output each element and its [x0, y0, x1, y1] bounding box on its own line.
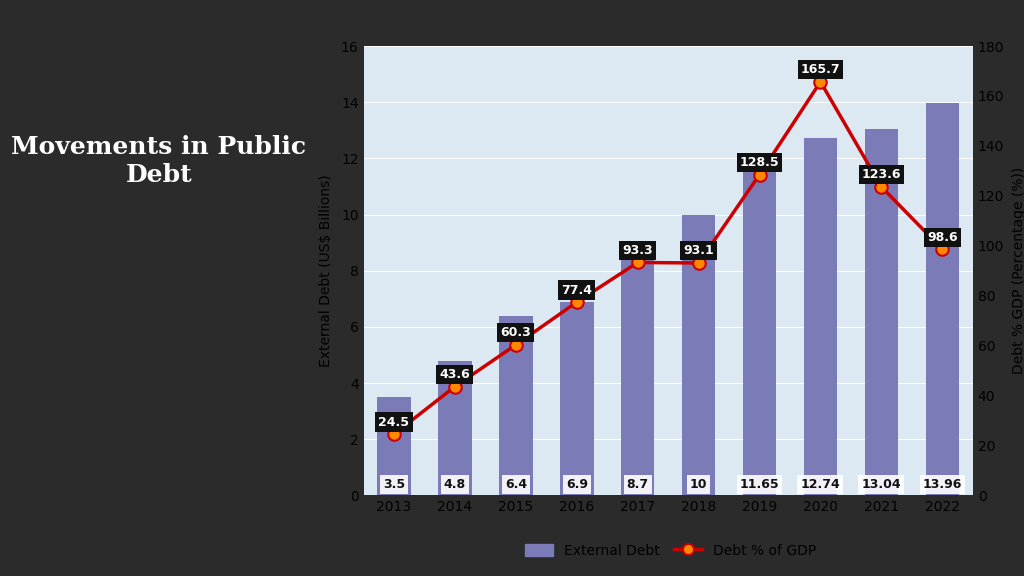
Bar: [499, 316, 532, 495]
Text: 12.74: 12.74: [801, 478, 841, 491]
Text: 11.65: 11.65: [739, 478, 779, 491]
Text: 43.6: 43.6: [439, 368, 470, 381]
Y-axis label: Debt % GDP (Percentage (%)): Debt % GDP (Percentage (%)): [1013, 167, 1024, 374]
Bar: [926, 103, 959, 495]
Text: 98.6: 98.6: [927, 230, 957, 244]
Bar: [742, 168, 776, 495]
Text: 6.9: 6.9: [566, 478, 588, 491]
Text: 77.4: 77.4: [561, 283, 592, 297]
Bar: [438, 361, 472, 495]
Text: 8.7: 8.7: [627, 478, 649, 491]
Bar: [864, 129, 898, 495]
Bar: [682, 214, 716, 495]
Text: 3.5: 3.5: [383, 478, 406, 491]
Bar: [621, 251, 654, 495]
Text: 13.96: 13.96: [923, 478, 962, 491]
Text: Movements in Public
Debt: Movements in Public Debt: [11, 135, 306, 187]
Text: 4.8: 4.8: [443, 478, 466, 491]
Bar: [560, 302, 594, 495]
Text: 93.3: 93.3: [623, 244, 653, 257]
Text: 60.3: 60.3: [501, 326, 531, 339]
Text: 10: 10: [690, 478, 708, 491]
Text: 13.04: 13.04: [861, 478, 901, 491]
Text: 93.1: 93.1: [683, 244, 714, 257]
Bar: [377, 397, 411, 495]
Text: 128.5: 128.5: [739, 156, 779, 169]
Text: 24.5: 24.5: [379, 416, 410, 429]
Text: 6.4: 6.4: [505, 478, 527, 491]
Text: 165.7: 165.7: [801, 63, 841, 76]
Bar: [804, 138, 838, 495]
Text: 123.6: 123.6: [861, 168, 901, 181]
Y-axis label: External Debt (US$ Billions): External Debt (US$ Billions): [318, 175, 333, 367]
Legend: External Debt, Debt % of GDP: External Debt, Debt % of GDP: [520, 538, 821, 563]
